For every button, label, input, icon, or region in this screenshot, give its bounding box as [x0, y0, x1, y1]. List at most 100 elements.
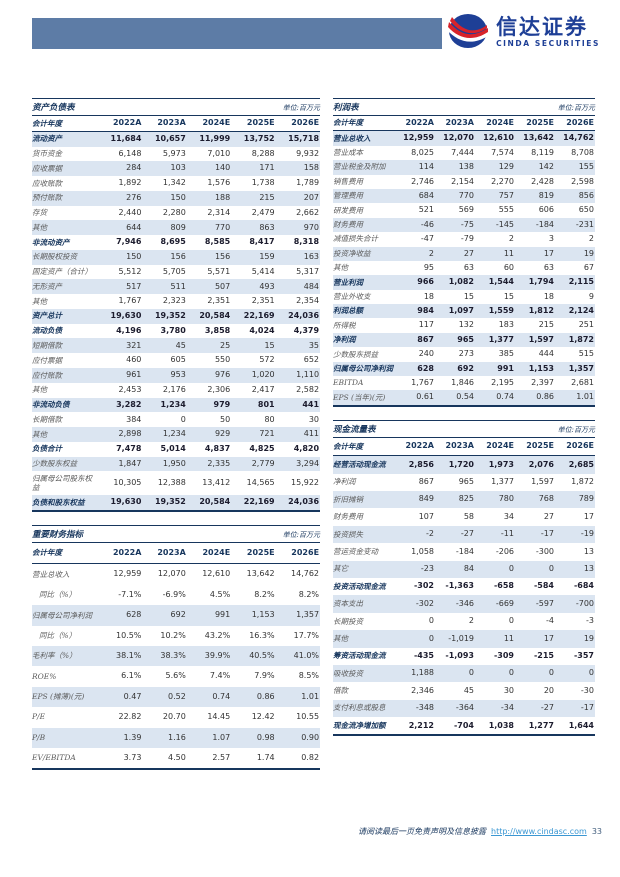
row-label: 流动负债	[32, 326, 62, 336]
value-cell: 13,642	[523, 133, 554, 143]
table-row: 归属母公司股东权益 10,305 12,388 13,412 14,565 15,922	[32, 471, 320, 495]
table-unit-label: 单位:百万元	[557, 425, 595, 434]
value-cell: 12,610	[202, 569, 231, 579]
value-cell: 5,973	[162, 148, 186, 158]
year-header-cell: 2023A	[445, 441, 474, 451]
table-row: 少数股东损益 240 273 385 444 515	[333, 347, 595, 361]
row-label: 管理费用	[333, 191, 363, 201]
value-cell: 4.50	[168, 752, 186, 762]
value-cell: 8,288	[251, 148, 275, 158]
row-label: 其他	[333, 263, 348, 273]
value-cell: 1,597	[528, 334, 554, 344]
value-cell: 1,234	[160, 399, 186, 409]
value-cell: 0	[180, 414, 186, 424]
value-cell: 0.74	[496, 392, 514, 402]
fiscal-year-header: 会计年度	[32, 118, 62, 128]
year-header-cell: 2026E	[291, 118, 320, 128]
cindasc-link[interactable]: http://www.cindasc.com	[491, 827, 587, 836]
value-cell: 17	[583, 511, 594, 521]
value-cell: 2,270	[491, 176, 514, 186]
value-cell: 9,932	[296, 148, 320, 158]
value-cell: 1,767	[411, 378, 434, 388]
row-label: 减值损失合计	[333, 234, 378, 244]
table-row: 无形资产 517 511 507 493 484	[32, 279, 320, 295]
value-cell: 40.5%	[249, 650, 275, 660]
value-cell: -1,363	[445, 581, 474, 591]
value-cell: 1,377	[491, 477, 514, 487]
value-cell: 0	[508, 616, 514, 626]
row-label: 负债合计	[32, 444, 62, 454]
table-row: 其他 2,898 1,234 929 721 411	[32, 427, 320, 442]
value-cell: -300	[535, 546, 554, 556]
value-cell: 150	[170, 193, 186, 203]
value-cell: 1.07	[212, 732, 231, 742]
value-cell: 163	[303, 252, 320, 262]
value-cell: 114	[418, 162, 434, 172]
table-title-row: 资产负债表 单位:百万元	[32, 98, 320, 116]
row-label: 应收账款	[32, 178, 62, 188]
page-footer: 请阅读最后一页免责声明及信息披露 http://www.cindasc.com …	[358, 826, 602, 837]
row-label: 净利润	[333, 335, 356, 345]
row-label: ROE%	[32, 671, 57, 681]
row-label: 现金流净增加额	[333, 720, 386, 730]
table-row: EV/EBITDA 3.73 4.50 2.57 1.74 0.82	[32, 748, 320, 768]
value-cell: 19,352	[154, 311, 186, 321]
value-cell: 0	[548, 564, 554, 574]
table-row: 营业成本 8,025 7,444 7,574 8,119 8,708	[333, 146, 595, 160]
table-row: 其他 2,453 2,176 2,306 2,417 2,582	[32, 383, 320, 398]
value-cell: -309	[493, 651, 514, 660]
table-header-row: 会计年度 2022A 2023A 2024E 2025E 2026E	[32, 543, 320, 565]
value-cell: 27	[463, 248, 474, 258]
value-cell: -1,019	[448, 633, 474, 643]
table-row: 投资活动现金流 -302 -1,363 -658 -584 -684	[333, 578, 595, 595]
value-cell: -4	[546, 616, 554, 626]
value-cell: 692	[170, 610, 186, 620]
value-cell: 7.4%	[209, 671, 231, 681]
value-cell: 0	[468, 668, 474, 678]
header-bar	[32, 18, 442, 49]
value-cell: 1,720	[448, 459, 474, 469]
value-cell: 2	[508, 234, 514, 244]
value-cell: 650	[578, 205, 594, 215]
value-cell: 0.86	[536, 392, 554, 402]
value-cell: 493	[259, 281, 275, 291]
value-cell: 0	[548, 668, 554, 678]
fiscal-year-header: 会计年度	[333, 118, 363, 128]
value-cell: 14,762	[563, 133, 594, 143]
value-cell: 684	[418, 190, 434, 200]
value-cell: -145	[495, 219, 514, 229]
value-cell: 15,922	[291, 478, 320, 488]
value-cell: 521	[418, 205, 434, 215]
row-label: 吸收投资	[333, 668, 363, 678]
table-row: 支付利息或股息 -348 -364 -34 -27 -17	[333, 699, 595, 718]
year-header-cell: 2025E	[526, 118, 554, 127]
fiscal-year-header: 会计年度	[32, 548, 62, 558]
value-cell: 7,010	[207, 148, 231, 158]
table-unit-label: 单位:百万元	[282, 104, 320, 112]
value-cell: 770	[214, 222, 231, 232]
value-cell: 385	[498, 349, 514, 359]
value-cell: 251	[578, 320, 594, 330]
table-row: 其他 0 -1,019 11 17 19	[333, 630, 595, 648]
value-cell: 63	[543, 262, 554, 272]
income-statement-table: 利润表 单位:百万元 会计年度 2022A 2023A 2024E 2025E 2026E 营业…	[333, 98, 595, 407]
value-cell: -184	[455, 546, 474, 556]
value-cell: 1.39	[123, 732, 142, 742]
value-cell: 1,277	[528, 720, 554, 730]
table-row: 财务费用 107 58 34 27 17	[333, 508, 595, 525]
value-cell: 2	[428, 248, 434, 258]
table-row: 同比（%） -7.1% -6.9% 4.5% 8.2% 8.2%	[32, 585, 320, 605]
value-cell: 14,762	[291, 569, 320, 579]
value-cell: 1,950	[162, 458, 186, 468]
value-cell: 780	[498, 494, 514, 504]
row-label: 同比（%）	[39, 630, 77, 640]
value-cell: 15	[503, 291, 514, 301]
value-cell: 5,014	[160, 444, 186, 454]
table-row: 存货 2,440 2,280 2,314 2,479 2,662	[32, 206, 320, 221]
value-cell: 2,195	[491, 378, 514, 388]
value-cell: 15	[264, 340, 275, 350]
value-cell: 1,110	[296, 370, 320, 380]
value-cell: -348	[415, 703, 434, 713]
value-cell: 171	[259, 163, 275, 173]
value-cell: 444	[538, 349, 554, 359]
